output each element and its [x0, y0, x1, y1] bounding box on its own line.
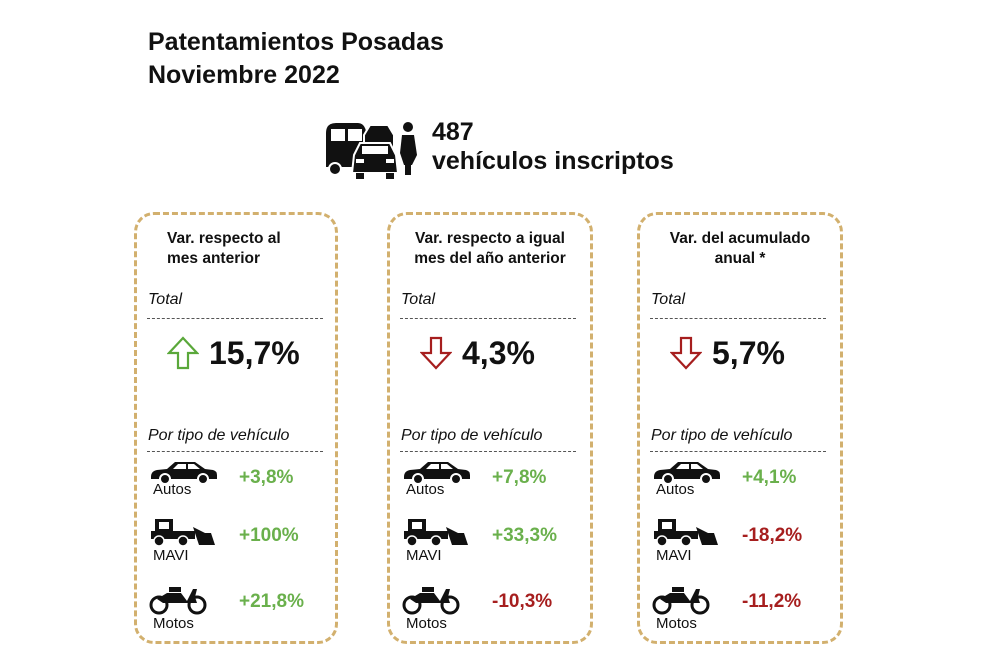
- vehicle-row: Autos +7,8%: [402, 459, 592, 505]
- total-count-value: 487: [432, 118, 474, 146]
- card-header: Var. respecto a igual mes del año anterio…: [390, 229, 590, 269]
- vehicle-type-name: Motos: [153, 615, 194, 632]
- vehicle-variation-value: -10,3%: [492, 591, 553, 612]
- card-header: Var. respecto al mes anterior: [137, 229, 335, 269]
- vehicle-row: Motos -11,2%: [652, 583, 842, 632]
- vehicle-type-name: MAVI: [153, 547, 189, 564]
- card-header-line-2: mes del año anterior: [414, 250, 566, 267]
- vehicle-type-name: MAVI: [406, 547, 442, 564]
- vehicle-variation-value: -11,2%: [742, 591, 802, 612]
- motorcycle-icon: [652, 583, 712, 620]
- machinery-icon: [652, 517, 722, 552]
- divider: [650, 451, 826, 452]
- total-label: Total: [401, 291, 436, 308]
- divider: [400, 451, 576, 452]
- vehicle-variation-value: +100%: [239, 525, 299, 546]
- card-header-line-2: anual *: [714, 250, 766, 267]
- vehicle-row: MAVI -18,2%: [652, 517, 842, 564]
- vehicle-type-name: MAVI: [656, 547, 692, 564]
- vehicle-variation-value: +7,8%: [492, 467, 547, 488]
- total-row: 5,7%: [670, 333, 785, 373]
- vehicle-row: MAVI +100%: [149, 517, 339, 564]
- vehicle-variation-value: -18,2%: [742, 525, 803, 546]
- total-registrations: 487 vehículos inscriptos: [432, 118, 674, 176]
- vehicle-row: MAVI +33,3%: [402, 517, 592, 564]
- vehicle-row: Autos +3,8%: [149, 459, 339, 505]
- vehicle-row: Motos +21,8%: [149, 583, 339, 632]
- vehicle-row: Motos -10,3%: [402, 583, 592, 632]
- vehicle-type-name: Autos: [406, 481, 445, 498]
- card-annual-cumulative: Var. del acumulado anual * Total 5,7% Por ti…: [637, 212, 843, 644]
- divider: [650, 318, 826, 319]
- arrow-up-icon: [167, 336, 199, 370]
- card-header-line-1: Var. respecto a igual: [415, 230, 565, 247]
- arrow-down-icon: [420, 336, 452, 370]
- vehicle-type-name: Autos: [656, 481, 695, 498]
- total-label: Total: [651, 291, 686, 308]
- vehicle-variation-value: +4,1%: [742, 467, 797, 488]
- card-monthly-variation: Var. respecto al mes anterior Total 15,7% Po…: [134, 212, 338, 644]
- total-row: 4,3%: [420, 333, 535, 373]
- page-title: Patentamientos Posadas Noviembre 2022: [148, 26, 444, 92]
- card-header-line-1: Var. respecto al: [167, 230, 281, 247]
- card-header: Var. del acumulado anual *: [640, 229, 840, 269]
- total-value: 5,7%: [712, 334, 785, 371]
- divider: [400, 318, 576, 319]
- motorcycle-icon: [149, 583, 209, 620]
- title-line-1: Patentamientos Posadas: [148, 28, 444, 56]
- car-icon: [149, 459, 219, 490]
- machinery-icon: [149, 517, 219, 552]
- vehicle-row: Autos +4,1%: [652, 459, 842, 505]
- vehicles-group-icon: [322, 115, 422, 186]
- divider: [147, 318, 323, 319]
- card-header-line-2: mes anterior: [167, 250, 261, 267]
- motorcycle-icon: [402, 583, 462, 620]
- by-type-label: Por tipo de vehículo: [401, 427, 543, 444]
- card-header-line-1: Var. del acumulado: [669, 230, 811, 247]
- title-line-2: Noviembre 2022: [148, 61, 340, 89]
- vehicle-variation-value: +33,3%: [492, 525, 557, 546]
- vehicle-variation-value: +3,8%: [239, 467, 294, 488]
- vehicle-type-name: Motos: [406, 615, 447, 632]
- by-type-label: Por tipo de vehículo: [148, 427, 290, 444]
- by-type-label: Por tipo de vehículo: [651, 427, 793, 444]
- total-value: 15,7%: [209, 334, 300, 371]
- arrow-down-icon: [670, 336, 702, 370]
- divider: [147, 451, 323, 452]
- total-row: 15,7%: [167, 333, 300, 373]
- vehicle-type-name: Autos: [153, 481, 192, 498]
- car-icon: [402, 459, 472, 490]
- vehicle-variation-value: +21,8%: [239, 591, 304, 612]
- total-label: Total: [148, 291, 183, 308]
- card-yearly-variation: Var. respecto a igual mes del año anterio…: [387, 212, 593, 644]
- total-count-label: vehículos inscriptos: [432, 147, 674, 175]
- car-icon: [652, 459, 722, 490]
- machinery-icon: [402, 517, 472, 552]
- vehicle-type-name: Motos: [656, 615, 697, 632]
- total-value: 4,3%: [462, 334, 535, 371]
